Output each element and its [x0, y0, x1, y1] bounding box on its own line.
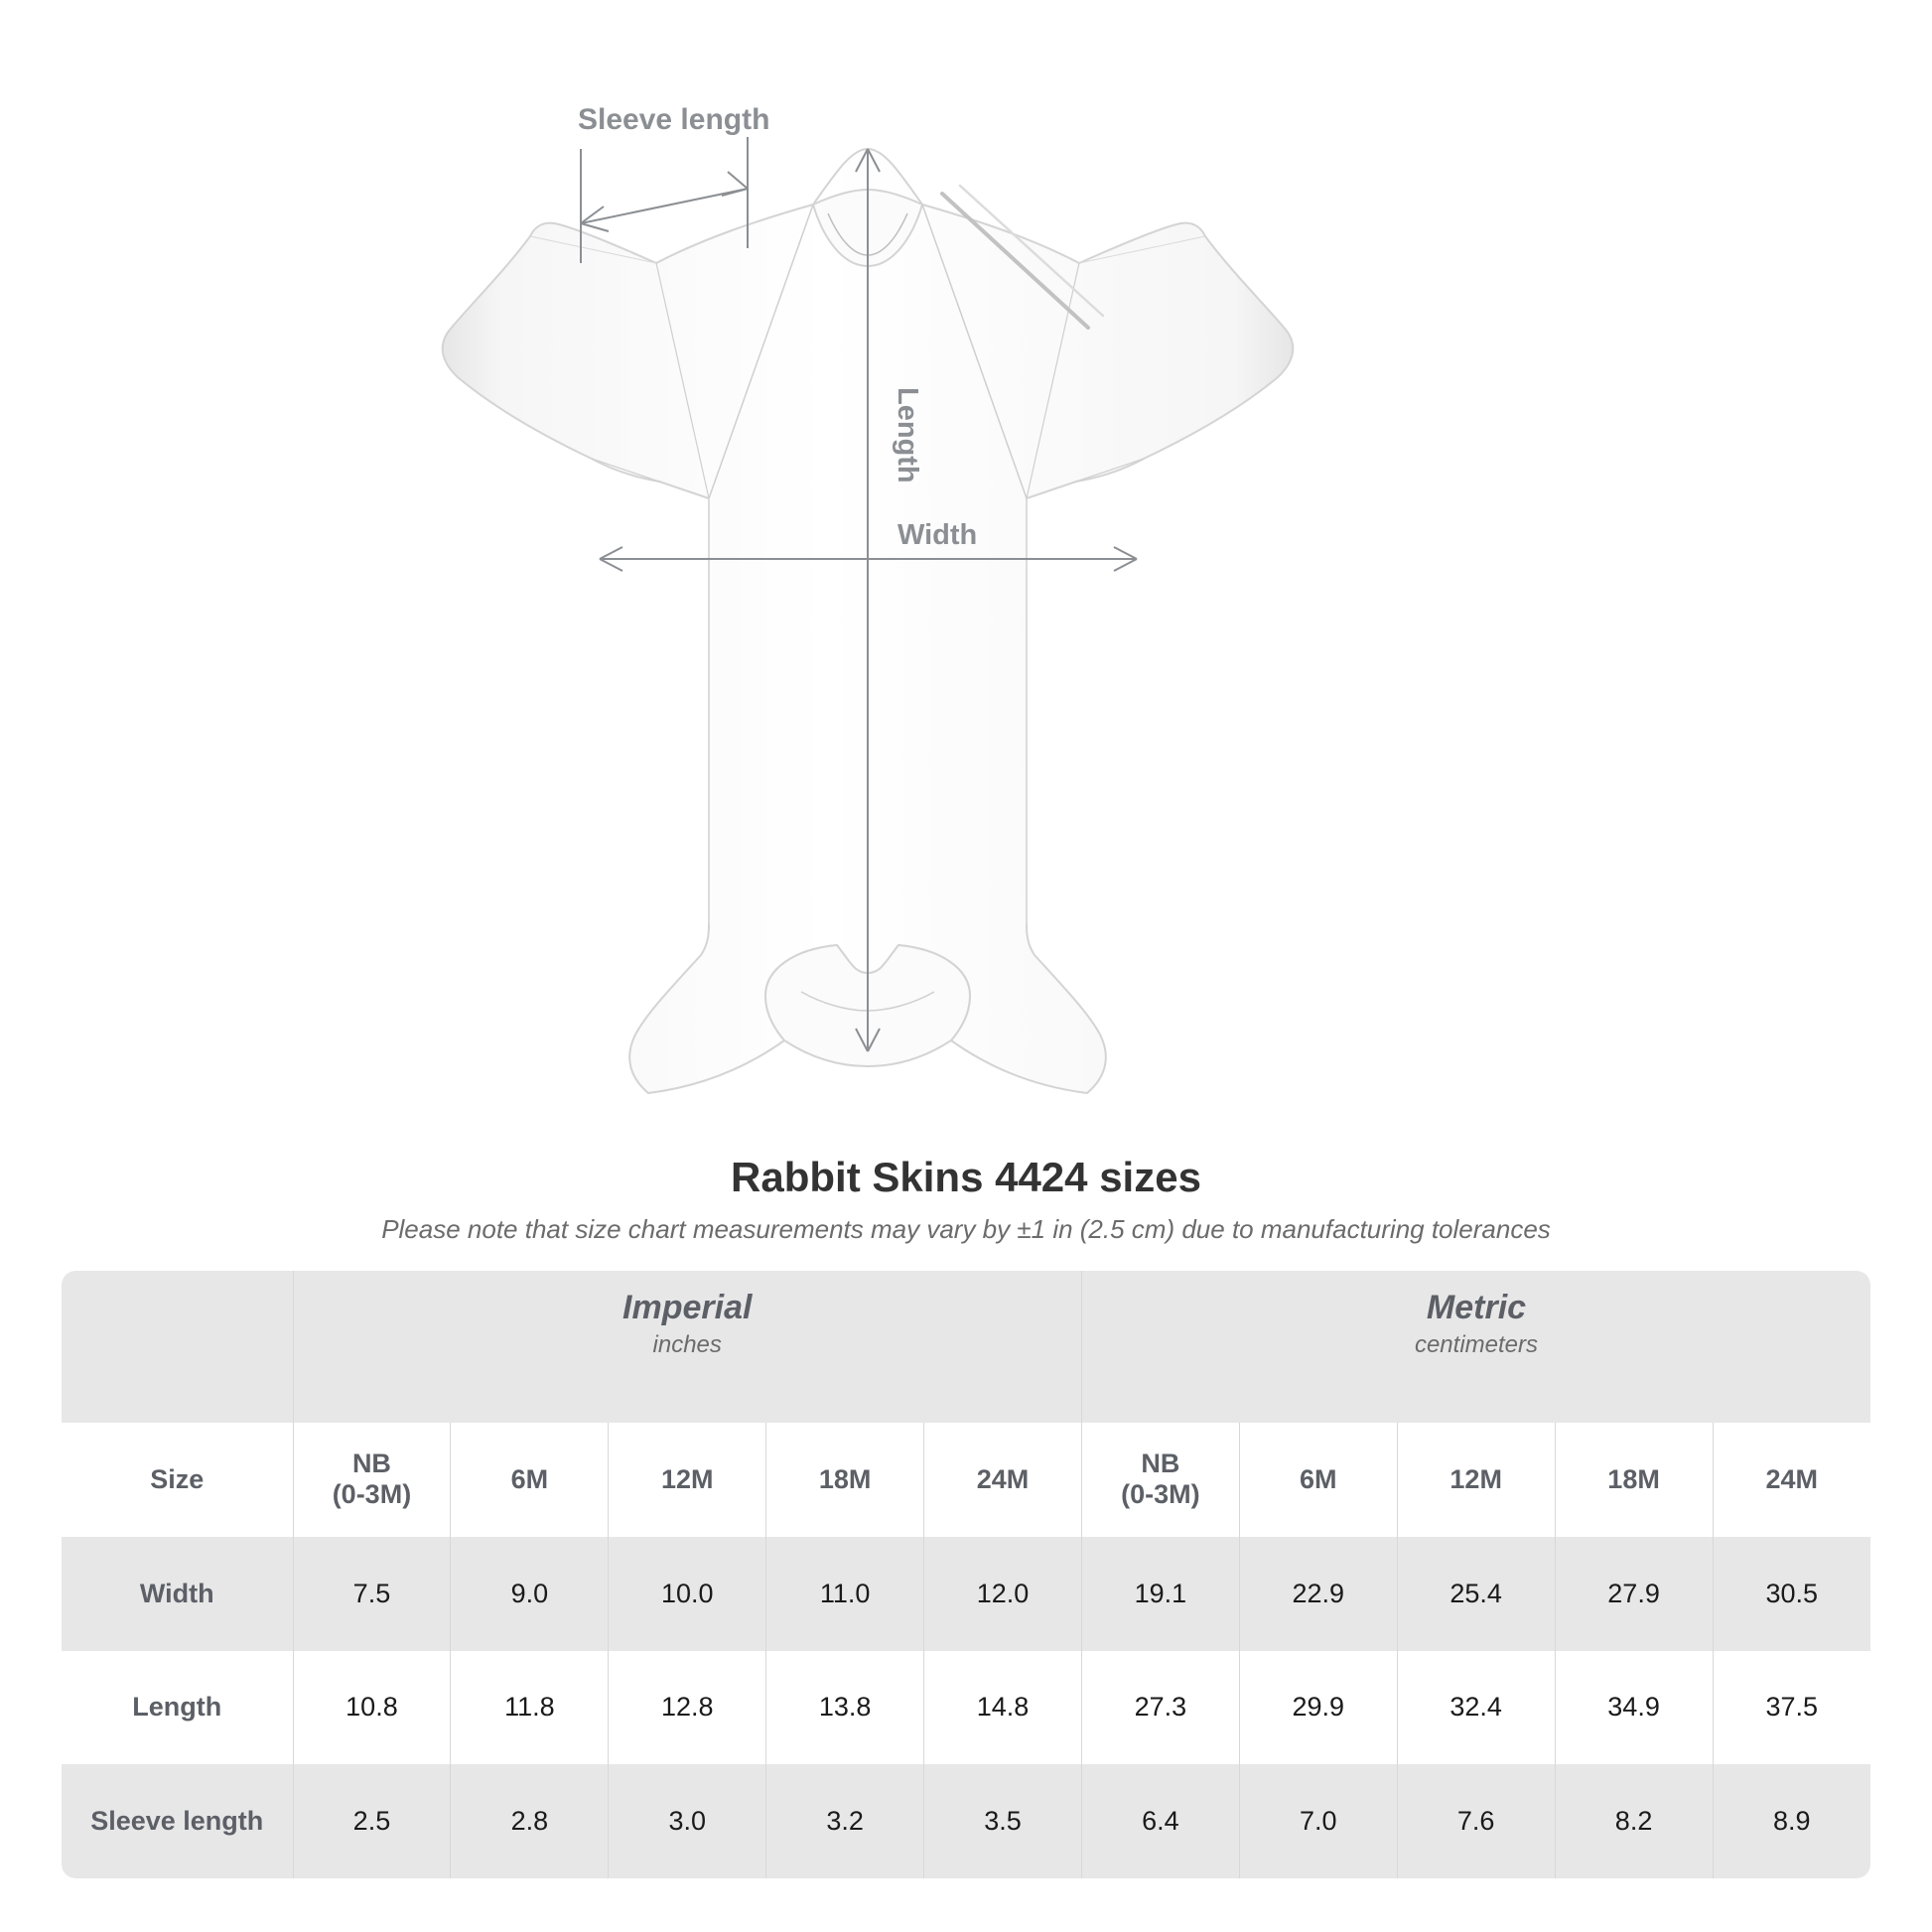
svg-text:Length: Length — [892, 387, 923, 483]
svg-text:Sleeve length: Sleeve length — [578, 103, 769, 136]
svg-text:Width: Width — [897, 519, 977, 551]
